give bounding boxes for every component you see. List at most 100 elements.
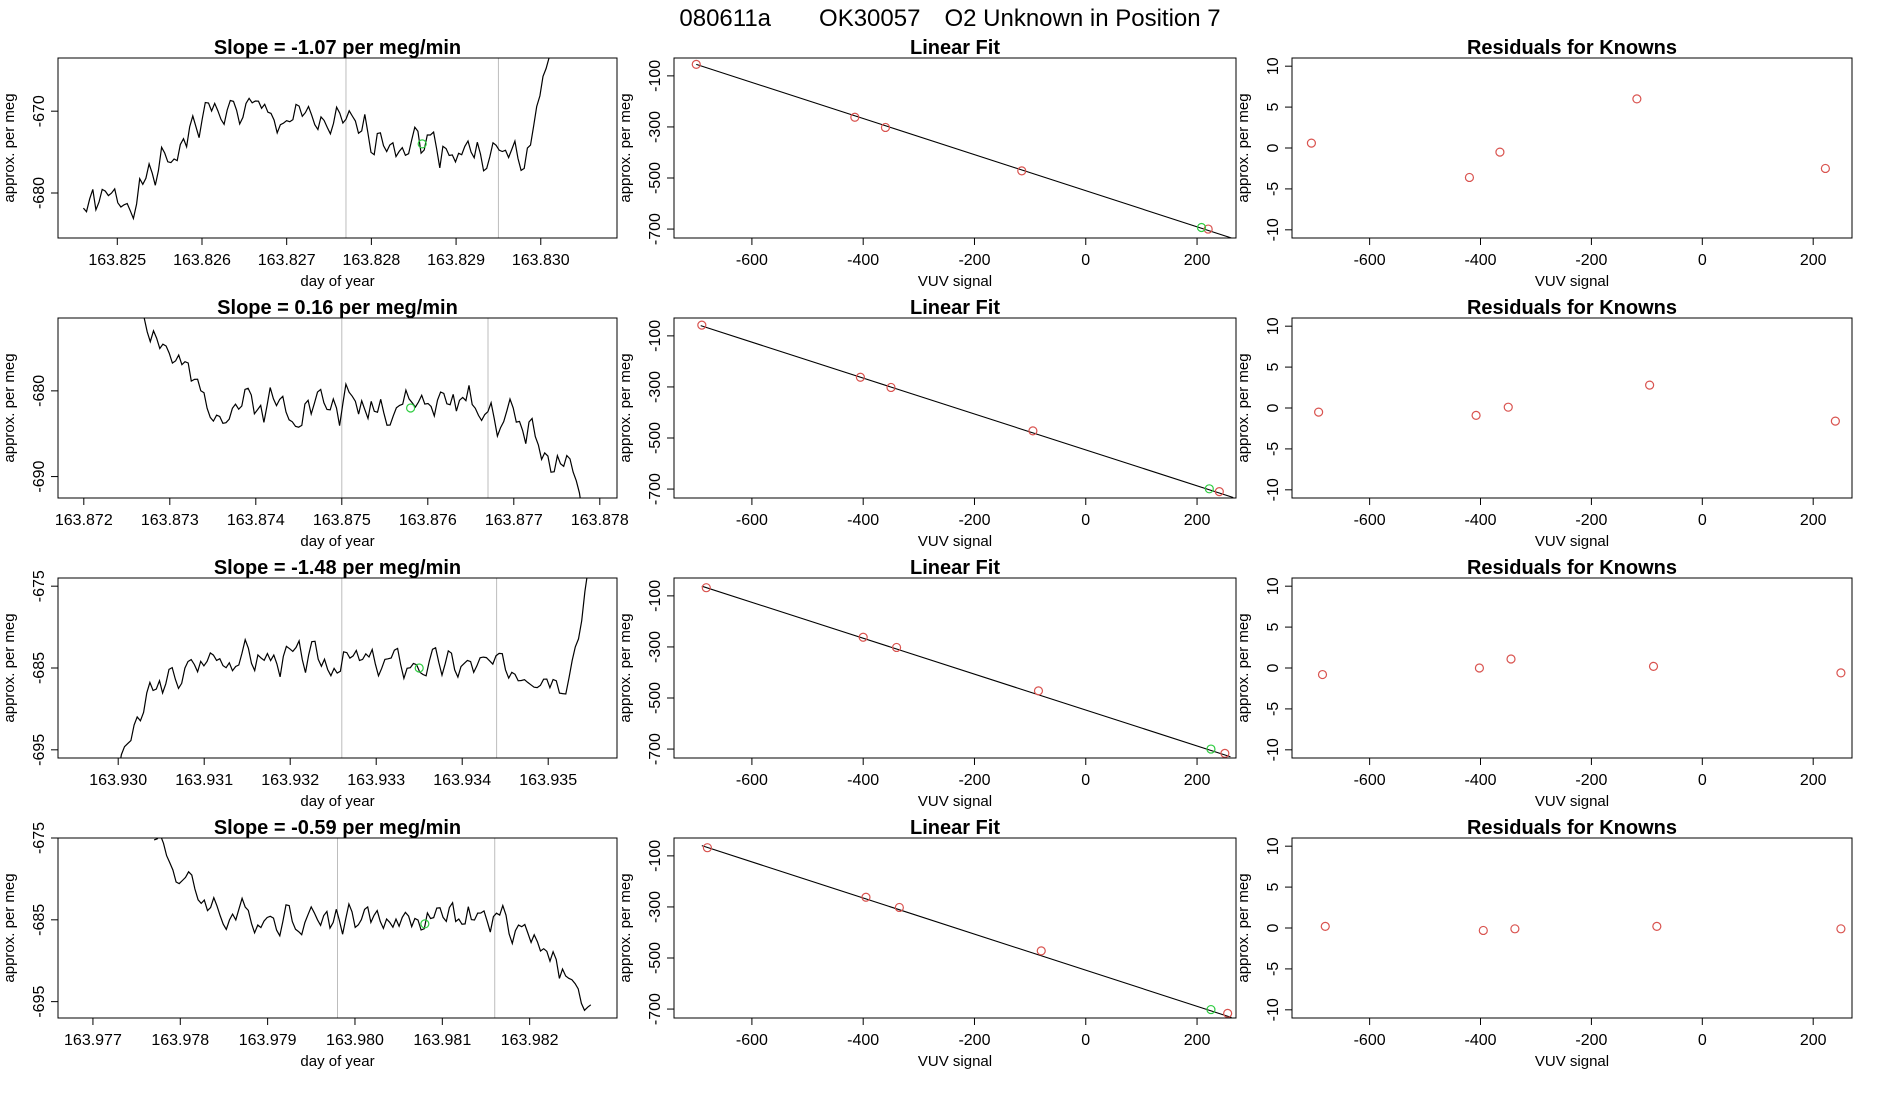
plot-frame [1291, 317, 1853, 499]
plot-title: Slope = -1.07 per meg/min [214, 37, 461, 59]
x-tick-label: 163.932 [261, 772, 319, 789]
plot-frame [57, 317, 618, 499]
x-tick-label: 163.828 [342, 252, 400, 269]
x-tick-label: 163.931 [175, 772, 233, 789]
y-tick-label: -10 [1265, 218, 1282, 241]
x-tick-label: 200 [1800, 1032, 1827, 1049]
x-tick-label: 163.878 [571, 512, 629, 529]
x-axis-label: VUV signal [918, 793, 992, 810]
known-point [861, 892, 871, 902]
y-tick-label: -685 [31, 652, 48, 684]
plot-frame [1291, 577, 1853, 759]
y-tick-label: -695 [31, 986, 48, 1018]
y-tick-label: -500 [647, 422, 664, 454]
residual-point [1820, 163, 1830, 174]
data-trace [82, 58, 550, 221]
x-tick-label: -600 [736, 252, 768, 269]
figure-title-part: OK30057 [771, 5, 920, 32]
plot-panel: Residuals for Knowns VUV signal approx. pe… [1235, 817, 1853, 1070]
plot-area [153, 838, 592, 1018]
plot-panel: Slope = -0.59 per meg/min day of year appr… [1, 817, 618, 1070]
known-point [850, 112, 860, 122]
plot-area [701, 843, 1233, 1018]
x-tick-label: 200 [1184, 512, 1211, 529]
unknown-point [417, 139, 427, 149]
x-axis-label: VUV signal [1535, 793, 1609, 810]
plot-frame [673, 837, 1237, 1019]
known-point [697, 320, 707, 330]
plot-frame [57, 837, 618, 1019]
x-tick-label: -200 [958, 1032, 990, 1049]
y-tick-label: 5 [1265, 883, 1282, 892]
residual-point [1474, 663, 1485, 673]
plot-panel: Linear Fit VUV signal approx. per meg -600 -… [617, 297, 1237, 550]
x-tick-label: 163.876 [399, 512, 457, 529]
y-tick-label: -100 [647, 60, 664, 92]
y-axis-label: approx. per meg [1235, 873, 1252, 982]
x-tick-label: 200 [1800, 512, 1827, 529]
plot-title: Linear Fit [910, 557, 1000, 579]
known-point [894, 902, 904, 913]
residual-point [1510, 924, 1520, 934]
plot-panel: Slope = -1.07 per meg/min day of year appr… [1, 37, 618, 290]
plot-title: Slope = -0.59 per meg/min [214, 817, 461, 839]
figure-title-part: 080611a [679, 5, 771, 32]
y-axis-label: approx. per meg [1235, 613, 1252, 722]
y-tick-label: -700 [647, 993, 664, 1025]
x-tick-label: 163.872 [55, 512, 113, 529]
y-tick-label: 0 [1265, 403, 1282, 412]
x-tick-label: -600 [1354, 512, 1386, 529]
x-tick-label: 163.930 [89, 772, 147, 789]
x-tick-label: 0 [1081, 772, 1090, 789]
known-point [701, 583, 711, 593]
plot-frame [673, 577, 1237, 759]
x-axis-label: VUV signal [1535, 1053, 1609, 1070]
fit-line [701, 845, 1232, 1018]
x-tick-label: 0 [1081, 252, 1090, 269]
y-tick-label: -5 [1265, 182, 1282, 196]
x-tick-label: -200 [958, 772, 990, 789]
known-point [891, 642, 902, 653]
data-trace [120, 578, 588, 758]
figure-title-part: O2 Unknown in Position 7 [920, 5, 1220, 32]
x-axis-label: VUV signal [1535, 533, 1609, 550]
x-tick-label: 163.935 [519, 772, 577, 789]
x-tick-label: 163.982 [501, 1032, 559, 1049]
x-axis-label: VUV signal [918, 533, 992, 550]
x-tick-label: 163.826 [173, 252, 231, 269]
residual-point [1836, 668, 1846, 678]
fit-line [700, 325, 1234, 498]
x-tick-label: -400 [1464, 252, 1496, 269]
y-axis-label: approx. per meg [1, 613, 18, 722]
plot-title: Linear Fit [910, 37, 1000, 59]
x-axis-label: day of year [300, 273, 374, 290]
plot-title: Residuals for Knowns [1467, 297, 1677, 319]
data-trace [143, 318, 581, 498]
y-axis-label: approx. per meg [1235, 353, 1252, 462]
x-tick-label: 163.980 [326, 1032, 384, 1049]
x-tick-label: -400 [847, 512, 879, 529]
plot-title: Residuals for Knowns [1467, 817, 1677, 839]
plot-title: Linear Fit [910, 817, 1000, 839]
x-tick-label: 200 [1184, 1032, 1211, 1049]
y-tick-label: 10 [1265, 837, 1282, 855]
known-point [1220, 748, 1230, 758]
x-tick-label: -200 [1575, 772, 1607, 789]
y-tick-label: 0 [1265, 143, 1282, 152]
y-tick-label: -500 [647, 682, 664, 714]
known-point [1036, 946, 1046, 956]
unknown-point [406, 403, 416, 413]
y-axis-label: approx. per meg [1235, 93, 1252, 202]
y-tick-label: 0 [1265, 663, 1282, 672]
plot-frame [673, 57, 1237, 239]
y-tick-label: 10 [1265, 317, 1282, 335]
residual-point [1478, 925, 1488, 936]
x-tick-label: -600 [1354, 1032, 1386, 1049]
x-tick-label: 163.874 [227, 512, 285, 529]
x-axis-label: VUV signal [918, 273, 992, 290]
x-tick-label: -600 [736, 512, 768, 529]
plot-frame [57, 57, 618, 239]
residual-point [1314, 407, 1324, 417]
residual-point [1648, 661, 1659, 671]
